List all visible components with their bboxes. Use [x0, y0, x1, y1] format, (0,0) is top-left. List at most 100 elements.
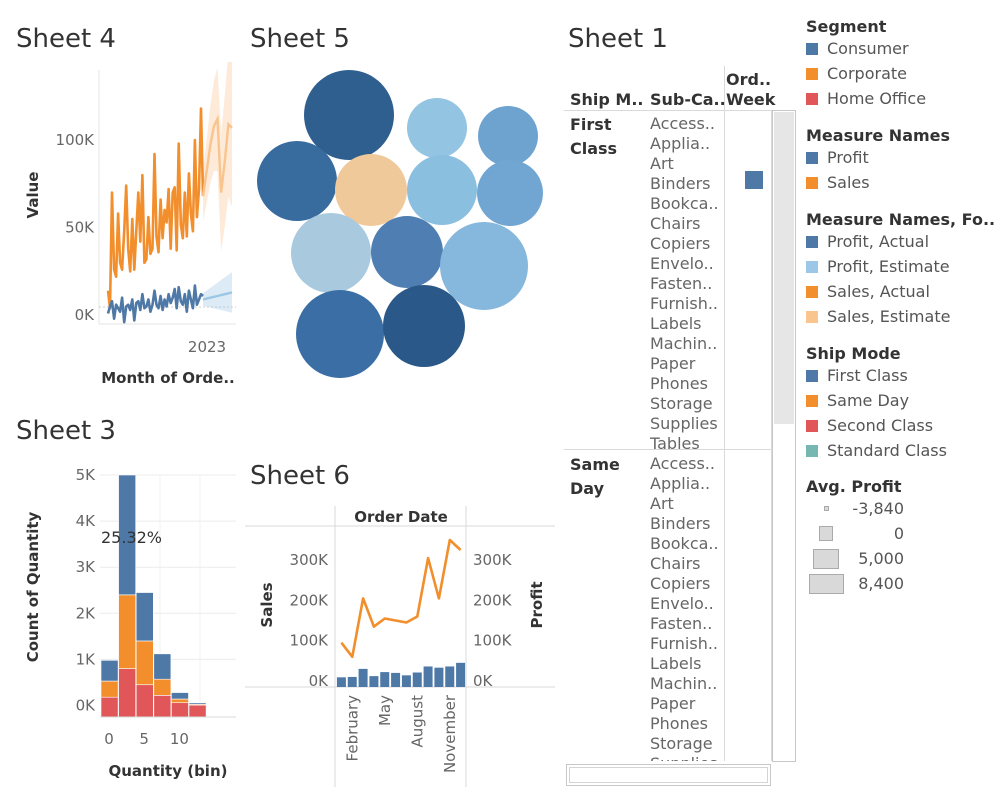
- sheet6-profit-bar: [434, 667, 444, 687]
- sheet3-y-tick: 4K: [76, 512, 97, 530]
- avg-profit-size-square: [808, 573, 844, 594]
- legend-title: Measure Names, Fo..: [806, 210, 996, 229]
- table-row-subcategory: Art: [650, 494, 674, 513]
- table-row-subcategory: Applia..: [650, 474, 711, 493]
- avg-profit-legend-item[interactable]: -3,840: [806, 496, 996, 521]
- horizontal-scrollbar-thumb[interactable]: [569, 767, 768, 783]
- avg-profit-size-holder: [806, 548, 846, 569]
- legend-item-label: Home Office: [827, 89, 927, 108]
- sheet5-bubble: [477, 160, 543, 226]
- table-row-subcategory: Furnish..: [650, 634, 718, 653]
- avg-profit-size-holder: [806, 506, 846, 511]
- sheet6-y-axis-title: Sales: [258, 582, 276, 627]
- table-row-subcategory: Binders: [650, 174, 711, 193]
- table-row-subcategory: Binders: [650, 514, 711, 533]
- legend-swatch: [806, 310, 818, 323]
- table-header-order-week[interactable]: Ord.. Week: [726, 70, 776, 109]
- sheet6-y2-tick: 200K: [473, 591, 513, 609]
- legend-title: Ship Mode: [806, 344, 901, 363]
- table-header-ship-mode[interactable]: Ship M..: [570, 90, 644, 109]
- legend-item[interactable]: Sales, Estimate: [806, 304, 996, 329]
- table-mark-square: [745, 171, 763, 189]
- sheet3-bar-corporate: [118, 594, 136, 669]
- avg-profit-size-square: [812, 548, 840, 569]
- sheet3-bar-consumer: [135, 592, 154, 642]
- table-row-subcategory: Access..: [650, 454, 715, 473]
- sheet4-y-tick: 50K: [65, 219, 95, 237]
- legend-item[interactable]: Second Class: [806, 413, 996, 438]
- table-row-subcategory: Envelo..: [650, 254, 714, 273]
- avg-profit-legend-item[interactable]: 8,400: [806, 571, 996, 596]
- avg-profit-legend-item[interactable]: 5,000: [806, 546, 996, 571]
- legend-item[interactable]: Sales: [806, 170, 996, 195]
- sheet6-column-header: Order Date: [354, 508, 448, 526]
- avg-profit-legend-item[interactable]: 0: [806, 521, 996, 546]
- sheet3-bar-consumer: [153, 653, 172, 680]
- sheet5-bubble: [407, 98, 467, 158]
- legend-item[interactable]: First Class: [806, 363, 996, 388]
- table-header-line: [564, 110, 771, 111]
- sheet6-profit-bar: [358, 668, 368, 687]
- legend-item[interactable]: Corporate: [806, 61, 996, 86]
- legend-item[interactable]: Profit, Actual: [806, 229, 996, 254]
- sheet6-y-tick: 0K: [309, 672, 330, 690]
- legend-item-label: Corporate: [827, 64, 907, 83]
- sheet3-bar-corporate: [171, 698, 189, 704]
- table-row-subcategory: Machin..: [650, 674, 718, 693]
- sheet3-bar-consumer: [100, 660, 119, 682]
- sheet6-y-tick: 100K: [290, 632, 330, 650]
- avg-profit-legend-title: Avg. Profit: [806, 477, 902, 496]
- sheet5-bubble: [304, 70, 394, 160]
- legend-item[interactable]: Consumer: [806, 36, 996, 61]
- sheet5-bubble: [296, 290, 384, 378]
- legend-item[interactable]: Profit, Estimate: [806, 254, 996, 279]
- vertical-scrollbar-thumb[interactable]: [774, 112, 794, 424]
- legend-item[interactable]: Home Office: [806, 86, 996, 111]
- table-row-subcategory: Access..: [650, 114, 715, 133]
- sheet3-bar-home-office: [135, 684, 154, 718]
- sheet4-y-tick: 0K: [75, 306, 96, 324]
- legend-item-label: First Class: [827, 366, 908, 385]
- sheet6-y2-axis-title: Profit: [528, 582, 546, 629]
- sheet6-profit-bar: [347, 676, 357, 687]
- legend-item-label: Second Class: [827, 416, 934, 435]
- table-row-subcategory: Bookca..: [650, 534, 719, 553]
- legend-swatch: [806, 67, 818, 80]
- legend-item[interactable]: Standard Class: [806, 438, 996, 463]
- legend-title: Measure Names: [806, 126, 951, 145]
- sheet5-bubble-chart: [257, 70, 543, 378]
- legend-item[interactable]: Sales, Actual: [806, 279, 996, 304]
- sheet5-title: Sheet 5: [250, 24, 350, 54]
- sheet3-bar-consumer: [171, 692, 189, 700]
- legend-swatch: [806, 176, 818, 189]
- sheet3-bar-consumer: [118, 474, 136, 596]
- table-row-subcategory: Paper: [650, 694, 696, 713]
- vertical-scrollbar[interactable]: [772, 110, 796, 762]
- sheet3-y-axis-title: Count of Quantity: [24, 511, 42, 662]
- legend-item-label: Sales, Estimate: [827, 307, 951, 326]
- sheet3-x-tick: 5: [139, 730, 149, 748]
- table-row-subcategory: Labels: [650, 314, 702, 333]
- sheet6-title: Sheet 6: [250, 461, 350, 491]
- legend-swatch: [806, 419, 818, 432]
- sheet1-title: Sheet 1: [568, 24, 668, 54]
- horizontal-scrollbar[interactable]: [566, 764, 771, 786]
- table-row-subcategory: Labels: [650, 654, 702, 673]
- legend-swatch: [806, 394, 818, 407]
- legend-item[interactable]: Same Day: [806, 388, 996, 413]
- sheet3-annotation: 25.32%: [101, 528, 162, 547]
- sheet6-profit-bar: [456, 662, 466, 687]
- table-row-subcategory: Furnish..: [650, 294, 718, 313]
- sheet3-bar-corporate: [100, 680, 119, 698]
- table-header-sub-category[interactable]: Sub-Ca..: [650, 90, 726, 109]
- avg-profit-label: -3,840: [852, 499, 904, 518]
- sheet3-bar-home-office: [188, 704, 207, 718]
- sheet5-bubble: [257, 141, 337, 221]
- sheet5-bubble: [371, 216, 443, 288]
- sheet6-profit-bar: [445, 666, 455, 687]
- legend-item[interactable]: Profit: [806, 145, 996, 170]
- legend-item-label: Same Day: [827, 391, 910, 410]
- sheet3-bar-consumer: [188, 702, 207, 705]
- sheet4-chart: 100K 50K 0K 2023 Month of Orde.. Value: [24, 62, 236, 387]
- group-label-same-day: Same Day: [570, 455, 620, 498]
